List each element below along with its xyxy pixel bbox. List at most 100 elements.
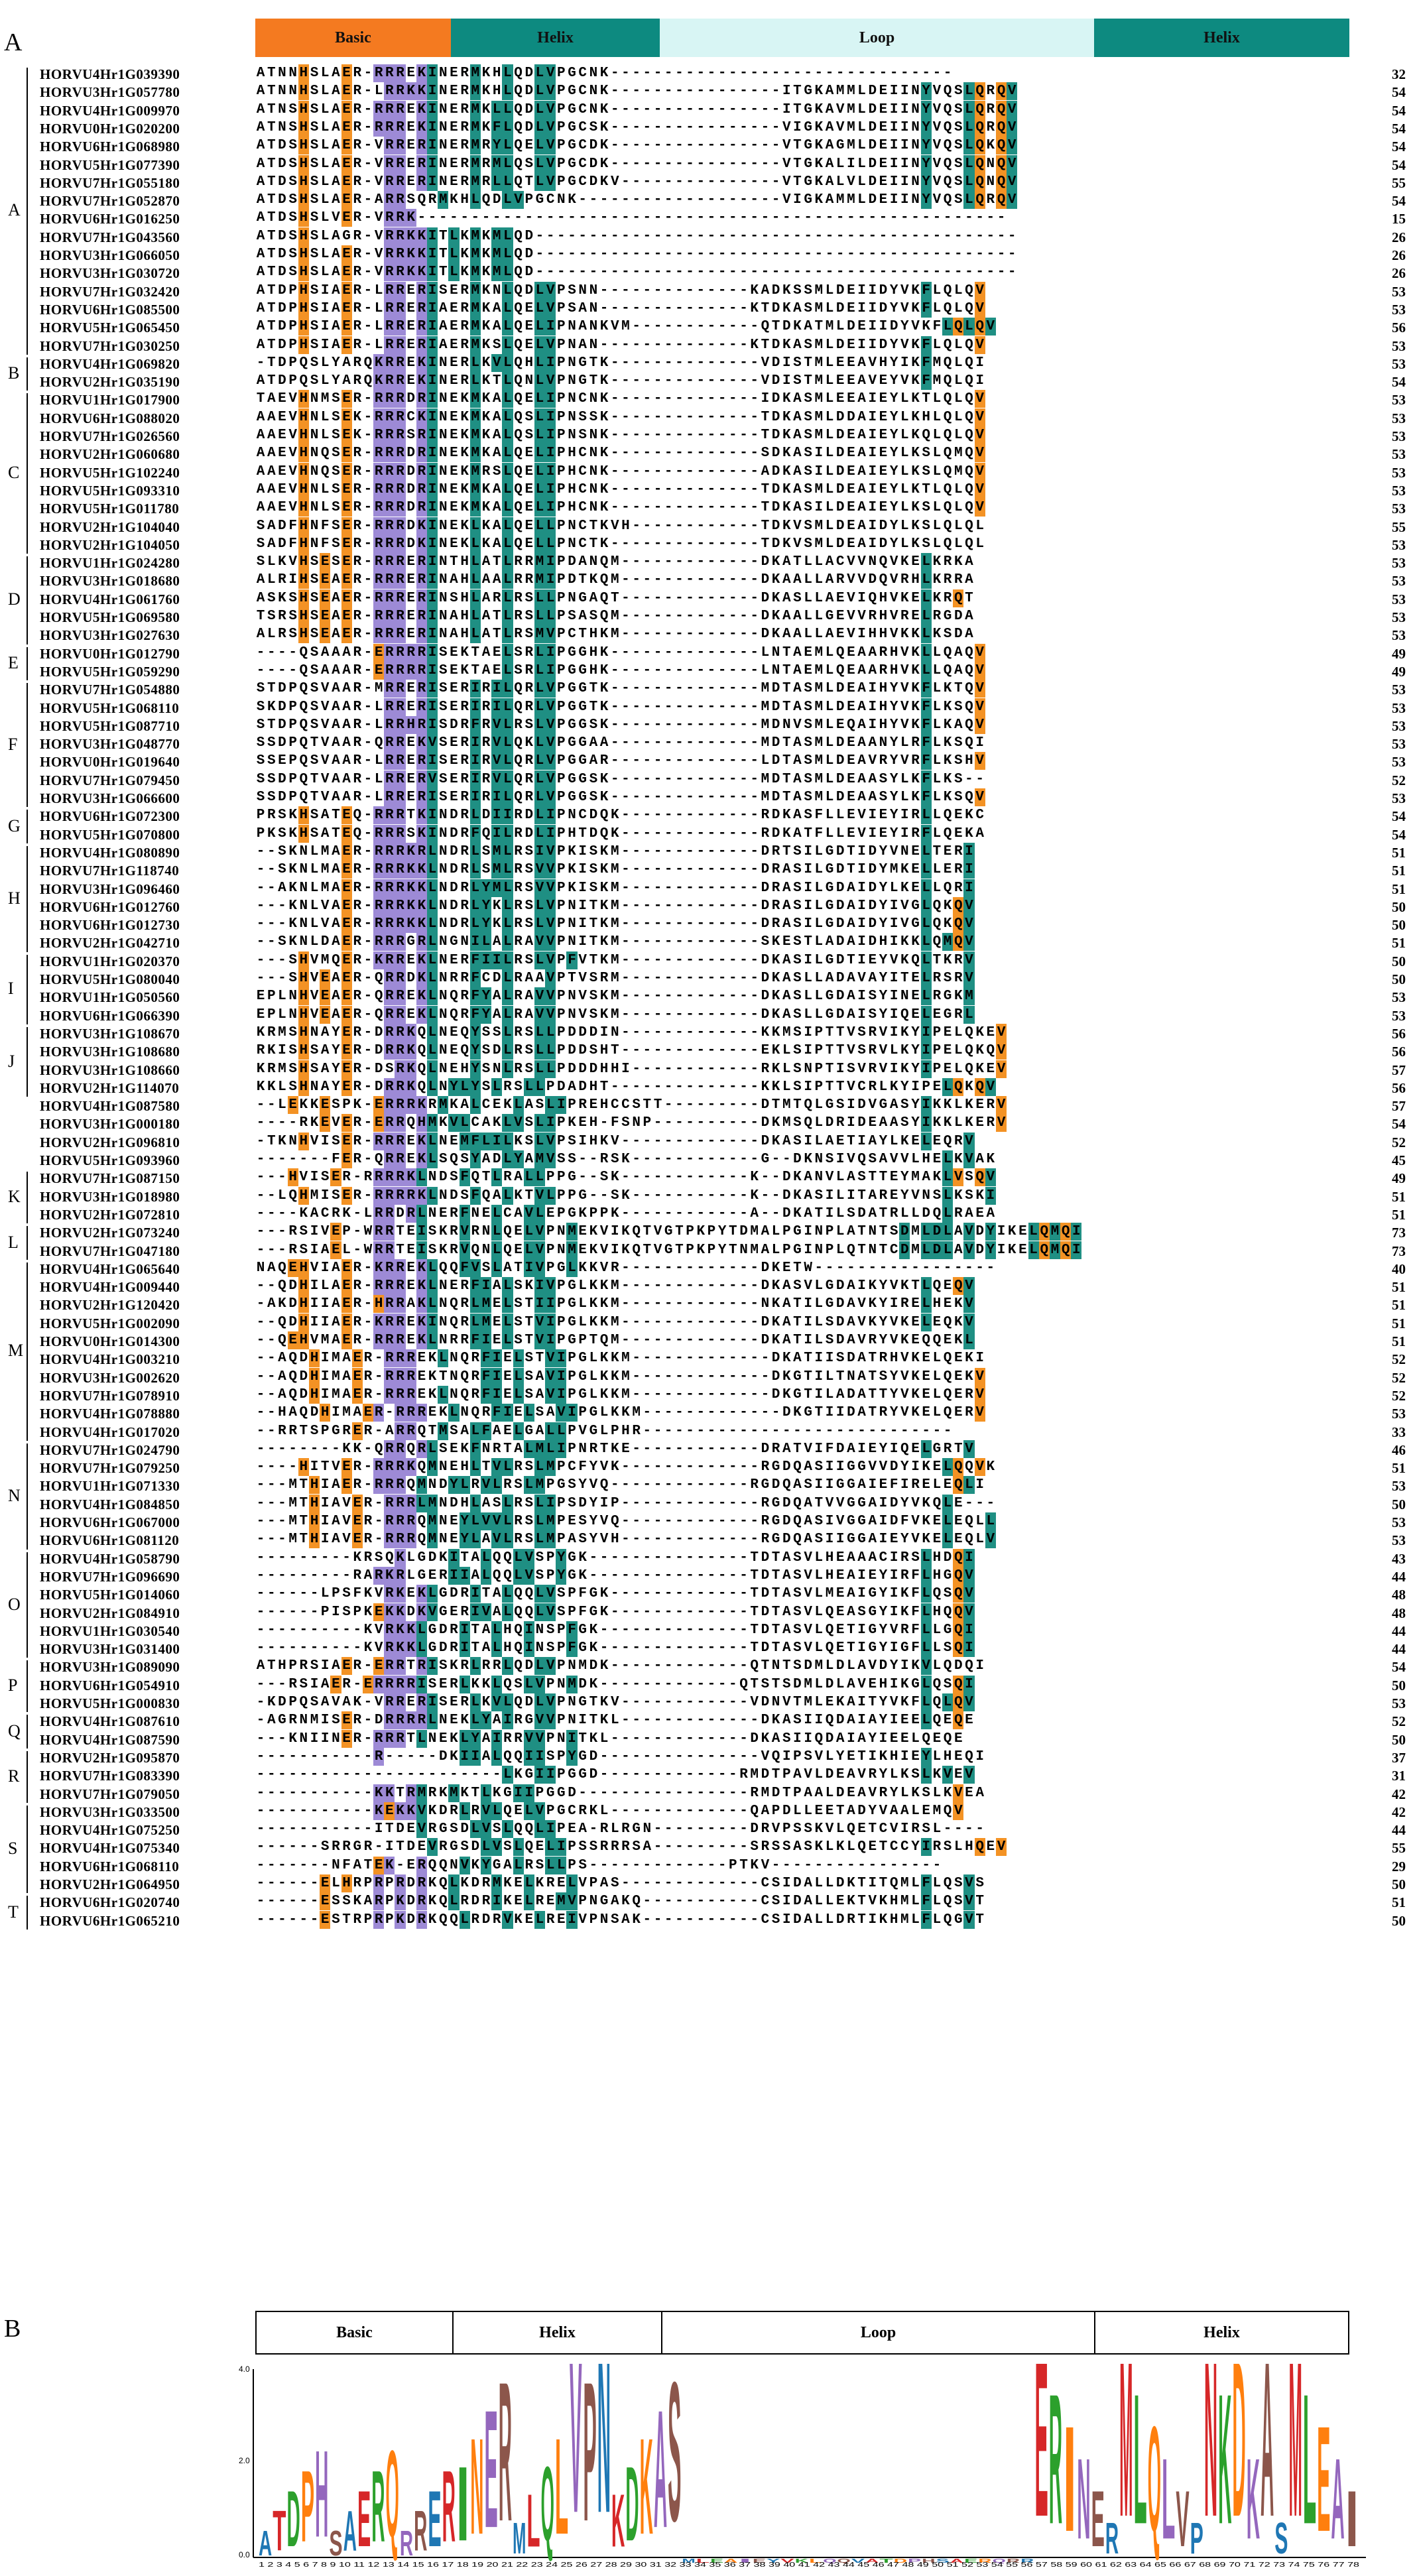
residue: L	[427, 987, 438, 1006]
residue: -	[686, 1170, 694, 1186]
residue: -	[750, 627, 759, 643]
residue: T	[267, 300, 276, 316]
residue: K	[932, 1115, 942, 1131]
residue: T	[782, 790, 791, 805]
residue: E	[954, 826, 963, 841]
residue: L	[825, 481, 834, 497]
residue: I	[502, 806, 513, 825]
residue: S	[804, 463, 812, 479]
sequence-length: 53	[1392, 717, 1406, 734]
residue: -	[653, 373, 662, 389]
group-label: H	[8, 888, 21, 908]
residue: L	[427, 1150, 438, 1168]
residue: L	[374, 699, 383, 715]
residue: R	[395, 824, 406, 843]
residue: R	[384, 879, 395, 897]
residue: -	[664, 1043, 673, 1059]
residue: -	[632, 843, 641, 859]
residue: L	[534, 426, 546, 444]
residue: P	[557, 536, 566, 552]
residue: R	[384, 137, 395, 155]
residue: I	[814, 500, 824, 516]
residue: R	[954, 952, 963, 968]
residue: -	[750, 119, 759, 135]
residue: M	[610, 934, 619, 950]
residue: -	[621, 391, 630, 407]
residue: S	[954, 156, 963, 172]
residue: K	[460, 228, 469, 244]
residue: D	[278, 337, 286, 353]
residue: E	[879, 446, 888, 461]
residue: -	[696, 1188, 706, 1203]
residue: -	[664, 681, 673, 697]
residue: E	[835, 373, 845, 389]
residue: -	[922, 247, 931, 262]
residue: Y	[332, 1061, 340, 1077]
residue: -	[707, 1152, 716, 1167]
residue: -	[696, 717, 706, 733]
group-bracket	[27, 393, 28, 554]
residue: -	[363, 989, 373, 1005]
residue: -	[675, 138, 684, 154]
residue: V	[310, 952, 319, 968]
residue: L	[954, 1043, 963, 1059]
residue: E	[341, 896, 352, 915]
residue: H	[298, 625, 309, 644]
residue: Q	[299, 681, 308, 697]
residue: -	[675, 373, 684, 389]
residue: F	[469, 1186, 481, 1205]
residue: -	[632, 1061, 641, 1077]
residue: L	[534, 281, 546, 300]
residue: G	[568, 119, 576, 135]
residue: -	[632, 717, 641, 733]
residue: T	[835, 1024, 845, 1040]
residue: -	[653, 735, 662, 751]
gene-name: HORVU2Hr1G042710	[40, 935, 180, 951]
residue: -	[739, 808, 748, 824]
residue: Y	[889, 790, 898, 805]
residue: M	[761, 735, 770, 751]
residue: Y	[911, 1024, 920, 1040]
residue: -	[632, 373, 641, 389]
residue: R	[481, 156, 491, 172]
residue: -	[664, 156, 673, 172]
residue: S	[943, 627, 952, 643]
residue: V	[974, 752, 985, 770]
sequence-length: 54	[1392, 84, 1406, 101]
residue: V	[847, 572, 855, 588]
residue: D	[835, 1007, 845, 1022]
residue: R	[395, 625, 406, 644]
residue: G	[578, 590, 587, 606]
residue: G	[578, 699, 587, 715]
residue: I	[427, 372, 438, 391]
residue: A	[342, 717, 351, 733]
residue: L	[469, 534, 481, 553]
residue: K	[310, 1115, 319, 1131]
residue: I	[847, 156, 855, 172]
residue: T	[835, 1043, 845, 1059]
residue: I	[310, 1278, 319, 1294]
residue: -	[610, 753, 619, 769]
residue: E	[524, 138, 534, 154]
residue: E	[450, 355, 458, 371]
residue: K	[965, 826, 973, 841]
residue: S	[804, 282, 812, 298]
gene-name: HORVU3Hr1G018980	[40, 1188, 180, 1205]
residue: -	[707, 808, 716, 824]
residue: -	[717, 1079, 727, 1095]
residue: -	[739, 916, 748, 932]
residue: -	[686, 1152, 694, 1167]
residue: -	[729, 971, 737, 986]
residue: I	[900, 826, 909, 841]
residue: E	[341, 1132, 352, 1150]
residue: Q	[943, 409, 952, 425]
residue: -	[868, 1260, 877, 1276]
residue: L	[523, 1241, 534, 1259]
residue: L	[502, 842, 513, 861]
residue: -	[589, 247, 598, 262]
residue: L	[920, 1277, 932, 1296]
sequence-length: 53	[1392, 482, 1406, 499]
residue: L	[932, 880, 942, 896]
residue: E	[406, 138, 416, 154]
